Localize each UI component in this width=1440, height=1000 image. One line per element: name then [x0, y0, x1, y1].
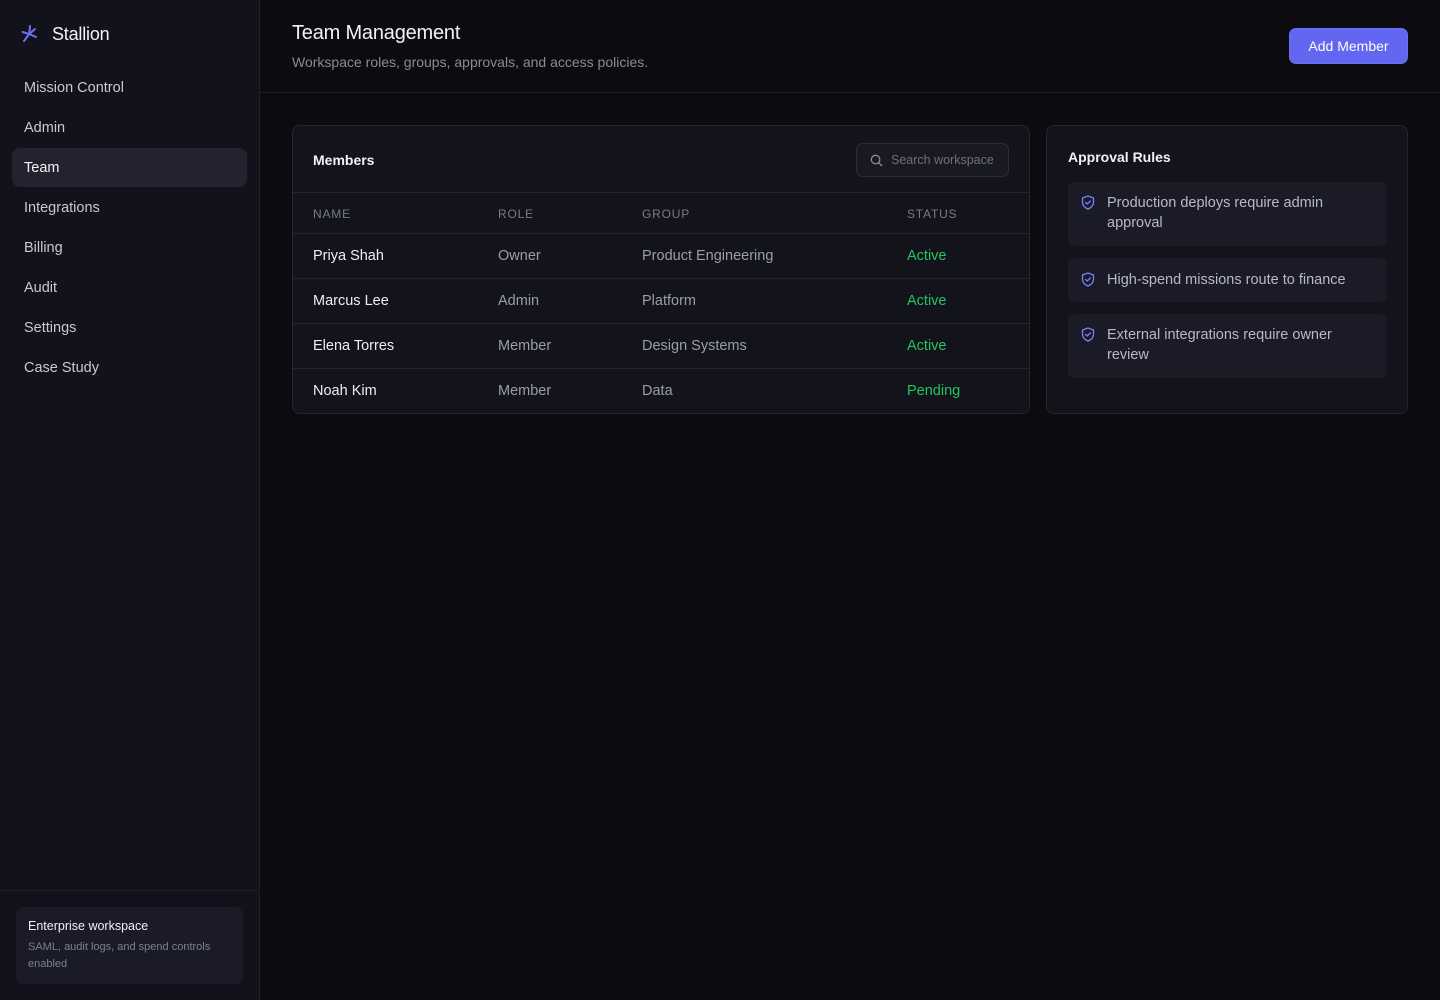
approval-rules-card: Approval Rules Production deploys requir…	[1046, 125, 1408, 414]
member-name: Noah Kim	[313, 383, 377, 399]
search-input[interactable]	[891, 144, 1007, 176]
member-group: Platform	[642, 293, 696, 309]
sidebar-item-mission-control[interactable]: Mission Control	[12, 68, 247, 107]
enterprise-workspace-card: Enterprise workspace SAML, audit logs, a…	[16, 907, 243, 984]
sidebar-item-integrations[interactable]: Integrations	[12, 188, 247, 227]
page-title: Team Management	[292, 22, 461, 44]
column-header-role[interactable]: Role	[498, 207, 534, 221]
member-name: Marcus Lee	[313, 293, 389, 309]
approval-rule-item[interactable]: Production deploys require admin approva…	[1068, 182, 1387, 246]
member-group: Data	[642, 383, 673, 399]
status-badge: Active	[907, 248, 947, 264]
sidebar-item-label: Case Study	[24, 359, 99, 376]
sidebar-item-billing[interactable]: Billing	[12, 228, 247, 267]
shield-check-icon	[1081, 195, 1095, 210]
sidebar-item-audit[interactable]: Audit	[12, 268, 247, 307]
sidebar-item-team[interactable]: Team	[12, 148, 247, 187]
sidebar-item-label: Admin	[24, 119, 66, 136]
enterprise-title: Enterprise workspace	[28, 919, 149, 933]
sidebar-footer: Enterprise workspace SAML, audit logs, a…	[0, 890, 259, 1000]
member-role: Member	[498, 338, 552, 354]
approval-rule-text: High-spend missions route to finance	[1107, 272, 1346, 288]
table-row[interactable]: Noah Kim Member Data Pending	[293, 369, 1029, 413]
approval-rule-text: Production deploys require admin approva…	[1107, 195, 1324, 231]
table-header: Name Role Group Status	[293, 193, 1029, 234]
sidebar-item-label: Integrations	[24, 199, 100, 216]
shield-check-icon	[1081, 272, 1095, 287]
member-role: Owner	[498, 248, 541, 264]
enterprise-description: SAML, audit logs, and spend controls ena…	[28, 941, 211, 970]
approval-rule-item[interactable]: High-spend missions route to finance	[1068, 258, 1387, 302]
asterisk-star-icon	[21, 25, 37, 42]
sidebar-item-settings[interactable]: Settings	[12, 308, 247, 347]
sidebar-item-label: Settings	[24, 319, 77, 336]
member-group: Product Engineering	[642, 248, 774, 264]
column-header-name[interactable]: Name	[313, 207, 351, 221]
status-badge: Pending	[907, 383, 961, 399]
sidebar: Stallion Mission Control Admin Team Inte…	[0, 0, 260, 1000]
member-name: Priya Shah	[313, 248, 384, 264]
search-icon	[870, 154, 883, 167]
members-title: Members	[313, 152, 375, 168]
member-role: Member	[498, 383, 552, 399]
sidebar-item-label: Audit	[24, 279, 58, 296]
page-subtitle: Workspace roles, groups, approvals, and …	[292, 54, 649, 70]
sidebar-item-label: Team	[24, 159, 60, 176]
sidebar-item-label: Mission Control	[24, 79, 124, 96]
approval-rules-title: Approval Rules	[1068, 149, 1171, 165]
sidebar-item-label: Billing	[24, 239, 63, 256]
member-name: Elena Torres	[313, 338, 395, 354]
status-badge: Active	[907, 338, 947, 354]
approval-rule-text: External integrations require owner revi…	[1107, 327, 1332, 363]
column-header-status[interactable]: Status	[907, 207, 958, 221]
brand-name: Stallion	[52, 23, 110, 44]
sidebar-nav: Mission Control Admin Team Integrations …	[12, 68, 247, 388]
table-body: Priya Shah Owner Product Engineering Act…	[293, 234, 1029, 413]
add-member-button[interactable]: Add Member	[1289, 28, 1408, 64]
members-card-header: Members	[293, 126, 1029, 193]
approval-rule-item[interactable]: External integrations require owner revi…	[1068, 314, 1387, 378]
sidebar-item-admin[interactable]: Admin	[12, 108, 247, 147]
page-header: Team Management Workspace roles, groups,…	[260, 0, 1440, 93]
column-header-group[interactable]: Group	[642, 207, 691, 221]
search-box[interactable]	[856, 143, 1009, 177]
sidebar-item-case-study[interactable]: Case Study	[12, 348, 247, 387]
member-group: Design Systems	[642, 338, 747, 354]
table-row[interactable]: Elena Torres Member Design Systems Activ…	[293, 324, 1029, 369]
shield-check-icon	[1081, 327, 1095, 342]
table-row[interactable]: Marcus Lee Admin Platform Active	[293, 279, 1029, 324]
table-row[interactable]: Priya Shah Owner Product Engineering Act…	[293, 234, 1029, 279]
member-role: Admin	[498, 293, 540, 309]
members-card: Members Name Role Group Status Priya Sha…	[292, 125, 1030, 414]
brand[interactable]: Stallion	[20, 22, 110, 46]
status-badge: Active	[907, 293, 947, 309]
